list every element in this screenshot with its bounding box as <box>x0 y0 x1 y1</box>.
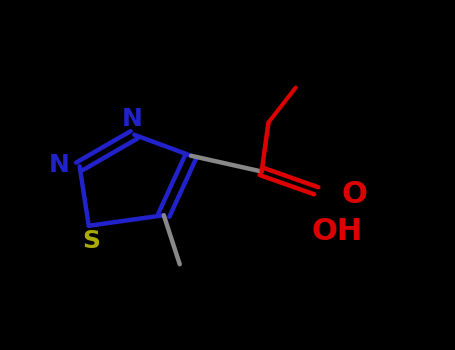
Text: N: N <box>49 153 70 176</box>
Text: N: N <box>121 107 142 131</box>
Text: S: S <box>82 230 100 253</box>
Text: O: O <box>342 180 368 209</box>
Text: OH: OH <box>311 217 362 245</box>
